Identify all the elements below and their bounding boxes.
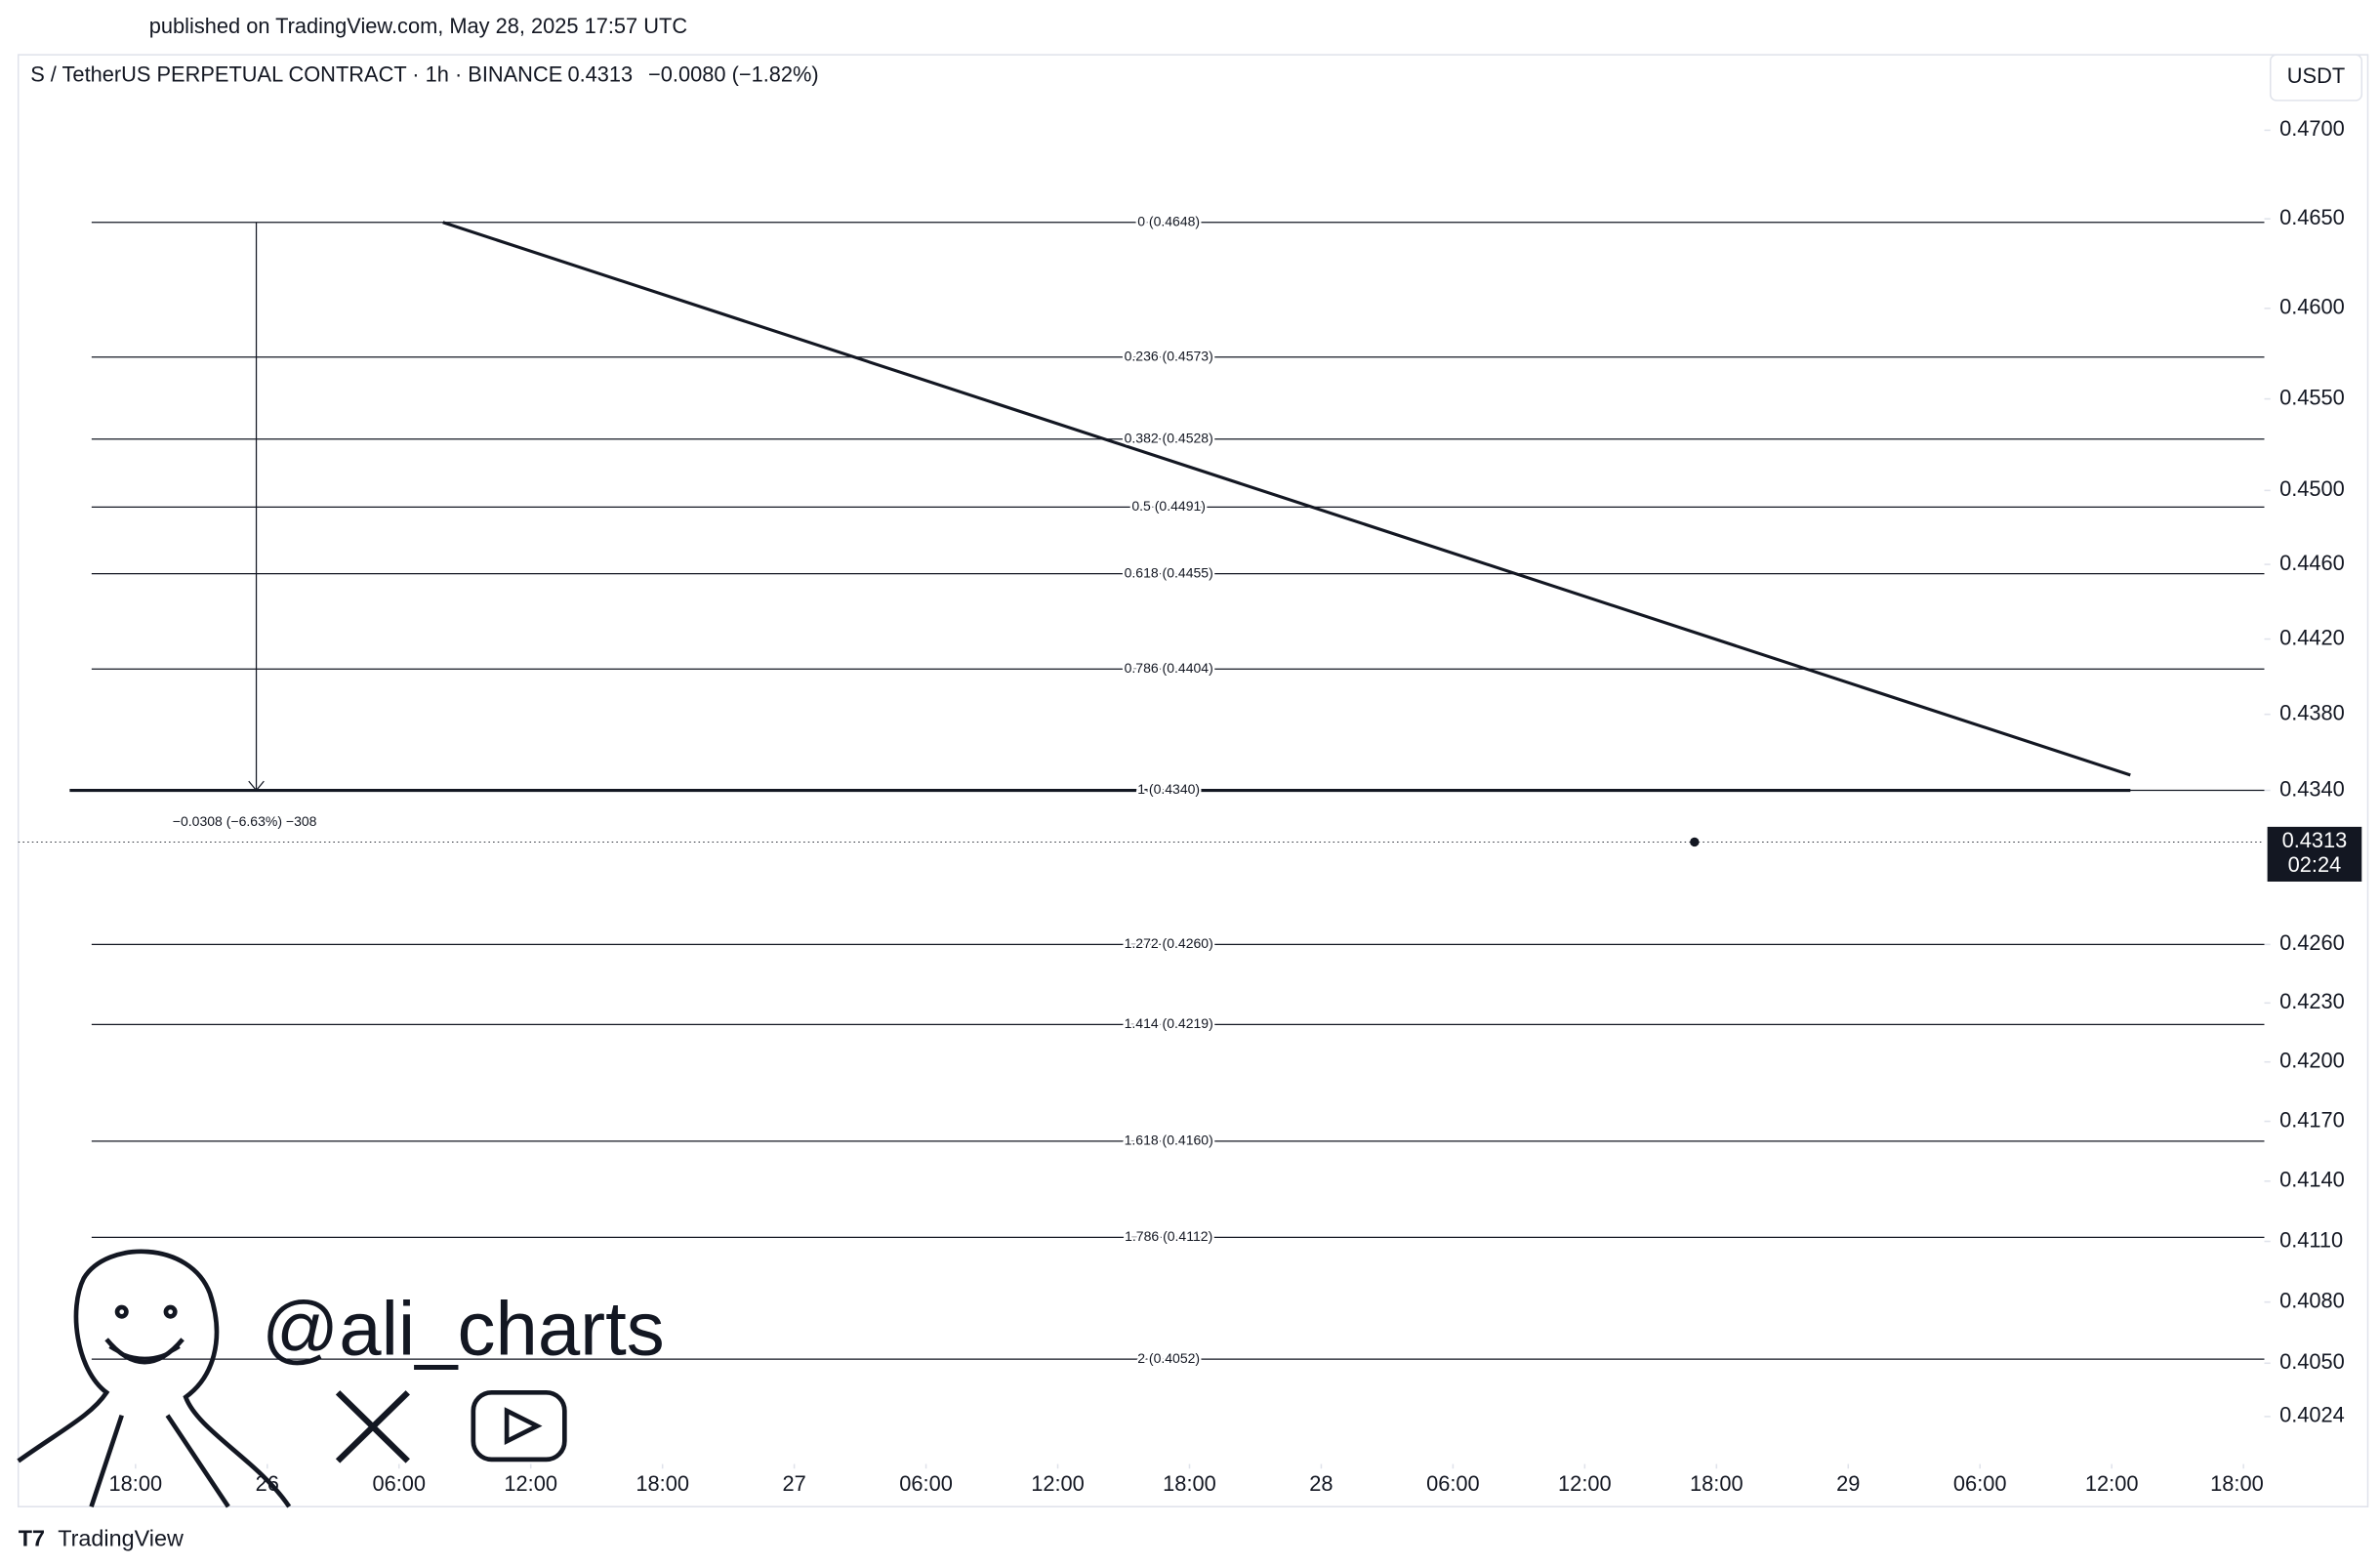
y-tick-label: 0.4600 [2279, 295, 2345, 319]
fib-label: 1.272 (0.4260) [1125, 935, 1213, 951]
youtube-icon[interactable] [471, 1389, 567, 1463]
x-icon[interactable] [335, 1390, 410, 1463]
chart-border [17, 54, 2369, 1507]
footer-brand: TradingView [58, 1526, 184, 1551]
x-tick-label: 12:00 [1031, 1471, 1085, 1496]
fib-label: 0.618 (0.4455) [1125, 564, 1213, 580]
x-tick-label: 28 [1309, 1471, 1333, 1496]
x-tick-label: 18:00 [2210, 1471, 2264, 1496]
y-tick-label: 0.4650 [2279, 205, 2345, 229]
plot-area [69, 221, 2265, 1360]
y-tick-label: 0.4200 [2279, 1048, 2345, 1072]
x-tick-label: 06:00 [1953, 1471, 2007, 1496]
y-tick-label: 0.4050 [2279, 1349, 2345, 1374]
fib-label: 0.236 (0.4573) [1125, 349, 1213, 364]
y-tick-label: 0.4340 [2279, 776, 2345, 801]
x-tick-label: 12:00 [2085, 1471, 2139, 1496]
fib-label: 1.618 (0.4160) [1125, 1133, 1213, 1148]
x-tick-label: 18:00 [109, 1471, 163, 1496]
y-tick-label: 0.4500 [2279, 476, 2345, 501]
fib-label: 1 (0.4340) [1137, 781, 1200, 797]
fib-label: 0.5 (0.4491) [1131, 498, 1206, 514]
y-tick-label: 0.4080 [2279, 1288, 2345, 1312]
price-change: −0.0080 (−1.82%) [648, 62, 819, 87]
current-price-box [2267, 826, 2362, 882]
y-tick-label: 0.4110 [2279, 1227, 2343, 1252]
measure-label: −0.0308 (−6.63%) −308 [173, 813, 317, 829]
y-tick-label: 0.4380 [2279, 700, 2345, 724]
x-tick-label: 12:00 [504, 1471, 557, 1496]
currency: USDT [2287, 63, 2345, 88]
y-tick-label: 0.4140 [2279, 1168, 2345, 1192]
x-tick-label: 06:00 [899, 1471, 953, 1496]
symbol: S / TetherUS PERPETUAL CONTRACT · 1h · B… [30, 62, 562, 87]
x-tick-label: 29 [1836, 1471, 1860, 1496]
fib-label: 1.786 (0.4112) [1125, 1228, 1212, 1244]
y-tick-label: 0.4420 [2279, 625, 2345, 649]
countdown-label: 02:24 [2288, 852, 2342, 877]
fib-label: 2 (0.4052) [1137, 1350, 1200, 1366]
x-tick-label: 06:00 [1426, 1471, 1480, 1496]
watermark: @ali_charts [262, 1286, 665, 1372]
last-price: 0.4313 [567, 62, 633, 87]
y-tick-label: 0.4700 [2279, 116, 2345, 141]
y-tick-label: 0.4460 [2279, 551, 2345, 575]
trendline [442, 221, 2131, 777]
fib-label: 0 (0.4648) [1137, 213, 1200, 228]
y-tick-label: 0.4260 [2279, 930, 2345, 955]
x-tick-label: 12:00 [1558, 1471, 1612, 1496]
y-tick-label: 0.4550 [2279, 385, 2345, 409]
current-price-label: 0.4313 [2282, 828, 2348, 852]
x-tick-label: 06:00 [372, 1471, 426, 1496]
y-tick-label: 0.4170 [2279, 1107, 2345, 1132]
avatar [17, 1249, 292, 1508]
fib-label: 0.382 (0.4528) [1125, 430, 1213, 445]
currency-button[interactable] [2269, 54, 2363, 102]
y-tick-label: 0.4230 [2279, 989, 2345, 1013]
measure-arrow [248, 780, 265, 792]
y-tick-label: 0.4024 [2279, 1403, 2345, 1427]
footer-logo: T7 [19, 1526, 45, 1551]
x-tick-label: 26 [256, 1471, 279, 1496]
x-tick-label: 18:00 [1163, 1471, 1216, 1496]
x-tick-label: 18:00 [1690, 1471, 1744, 1496]
x-tick-label: 27 [782, 1471, 805, 1496]
fib-label: 0.786 (0.4404) [1125, 660, 1213, 676]
published-note: published on TradingView.com, May 28, 20… [149, 14, 687, 38]
x-tick-label: 18:00 [636, 1471, 689, 1496]
fib-label: 1.414 (0.4219) [1125, 1015, 1213, 1031]
